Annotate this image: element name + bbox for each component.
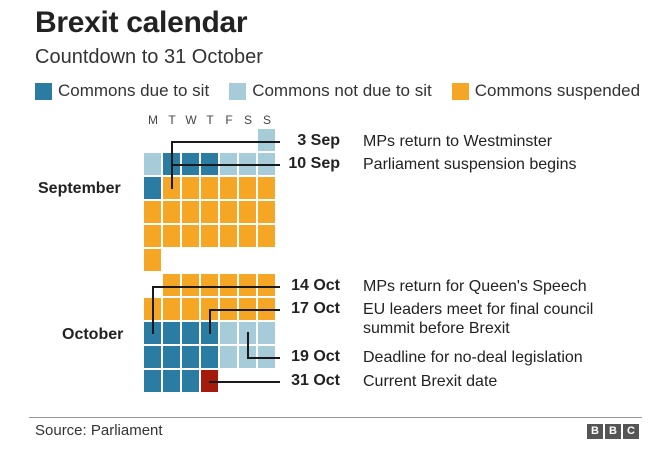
legend-swatch-not-sit [229,82,247,100]
weekday-label: S [243,113,252,127]
calendar-day-cell [220,322,237,344]
calendar-day-cell [182,346,199,368]
calendar-day-cell [201,274,218,296]
weekday-label: T [206,113,214,127]
chart-title: Brexit calendar [35,6,248,39]
legend-label-not-sit: Commons not due to sit [252,81,432,100]
chart-subtitle: Countdown to 31 October [35,46,263,68]
event-connector-line [171,141,280,143]
footer-divider [29,417,642,418]
event-date-10-sep: 10 Sep [288,155,340,172]
event-date-19-oct: 19 Oct [291,348,340,365]
weekday-label: M [148,113,158,127]
calendar-day-cell [163,201,180,223]
calendar-day-cell [239,177,256,199]
weekday-label: W [185,113,197,127]
event-desc-17-oct: EU leaders meet for final council summit… [363,301,594,337]
event-connector-line [171,164,280,166]
event-connector-line [209,381,280,383]
event-connector-line [171,141,173,165]
legend-item-sit: Commons due to sit [35,81,209,101]
calendar-day-cell [239,201,256,223]
calendar-day-cell [220,346,237,368]
calendar-day-cell [144,346,161,368]
legend-swatch-suspended [451,82,469,100]
event-desc-3-sep: MPs return to Westminster [363,133,553,150]
calendar-day-cell [239,274,256,296]
calendar-day-cell [144,370,161,392]
calendar-day-cell [258,274,275,296]
event-connector-line [152,286,280,288]
calendar-day-cell [144,225,161,247]
event-desc-14-oct: MPs return for Queen's Speech [363,278,587,295]
legend-label-sit: Commons due to sit [58,81,210,100]
weekday-label: T [168,113,176,127]
calendar-day-cell [144,177,161,199]
event-connector-line [152,286,154,334]
event-date-17-oct: 17 Oct [291,300,340,317]
calendar-day-cell [144,153,161,175]
event-connector-line [209,309,280,311]
calendar-day-cell [182,177,199,199]
calendar-day-cell [201,201,218,223]
calendar-day-cell [220,225,237,247]
event-desc-19-oct: Deadline for no-deal legislation [363,349,583,366]
calendar-day-cell [163,322,180,344]
calendar-day-cell [163,346,180,368]
event-date-3-sep: 3 Sep [297,132,340,149]
event-connector-line [247,332,249,359]
event-desc-31-oct: Current Brexit date [363,373,498,390]
calendar-day-cell [182,322,199,344]
calendar-day-cell [258,225,275,247]
calendar-day-cell [144,249,161,271]
calendar-day-cell [163,298,180,320]
calendar-day-cell [201,346,218,368]
calendar-day-cell [220,177,237,199]
legend: Commons due to sit Commons not due to si… [35,80,660,102]
calendar-day-cell [258,322,275,344]
month-label-october: October [62,326,124,343]
calendar-day-cell [182,370,199,392]
bbc-logo-block: C [623,424,639,439]
calendar-day-cell [258,177,275,199]
event-date-14-oct: 14 Oct [291,277,340,294]
event-desc-10-sep: Parliament suspension begins [363,156,577,173]
legend-swatch-sit [35,82,52,100]
source-note: Source: Parliament [35,422,163,439]
calendar-day-cell [144,201,161,223]
legend-item-suspended: Commons suspended [451,81,641,101]
month-label-september: September [38,180,121,197]
bbc-logo-block: B [587,424,603,439]
calendar-day-cell [220,274,237,296]
event-connector-line [171,164,173,189]
calendar-day-cell [201,225,218,247]
event-connector-line [247,357,280,359]
calendar-day-cell [182,201,199,223]
bbc-logo-block: B [605,424,621,439]
legend-label-suspended: Commons suspended [474,81,641,100]
event-connector-line [209,309,211,334]
bbc-logo: B B C [587,424,639,439]
calendar-day-cell [258,129,275,151]
weekday-label: F [225,113,233,127]
calendar-day-cell [201,177,218,199]
calendar-day-cell [182,298,199,320]
calendar-day-cell [182,225,199,247]
calendar-day-cell [220,201,237,223]
calendar-day-cell [182,274,199,296]
event-date-31-oct: 31 Oct [291,372,340,389]
calendar-day-cell [163,225,180,247]
calendar-day-cell [163,274,180,296]
calendar-day-cell [163,370,180,392]
calendar-day-cell [258,201,275,223]
calendar-day-cell [239,225,256,247]
weekday-label: S [262,113,271,127]
legend-item-not-sit: Commons not due to sit [229,81,432,101]
